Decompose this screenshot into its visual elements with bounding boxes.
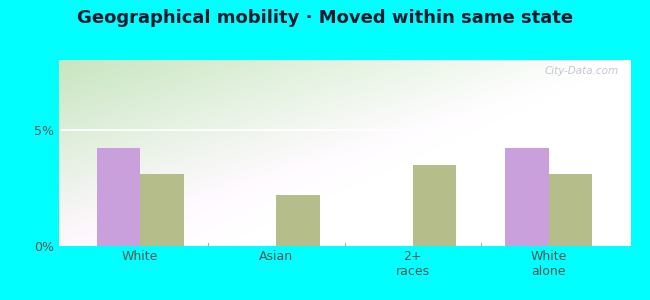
Bar (549, 174, 592, 246)
Bar (276, 195, 320, 246)
Bar (505, 148, 549, 246)
Text: Geographical mobility · Moved within same state: Geographical mobility · Moved within sam… (77, 9, 573, 27)
Bar (413, 165, 456, 246)
Bar (97, 148, 140, 246)
Bar (140, 174, 184, 246)
Text: City-Data.com: City-Data.com (545, 66, 619, 76)
